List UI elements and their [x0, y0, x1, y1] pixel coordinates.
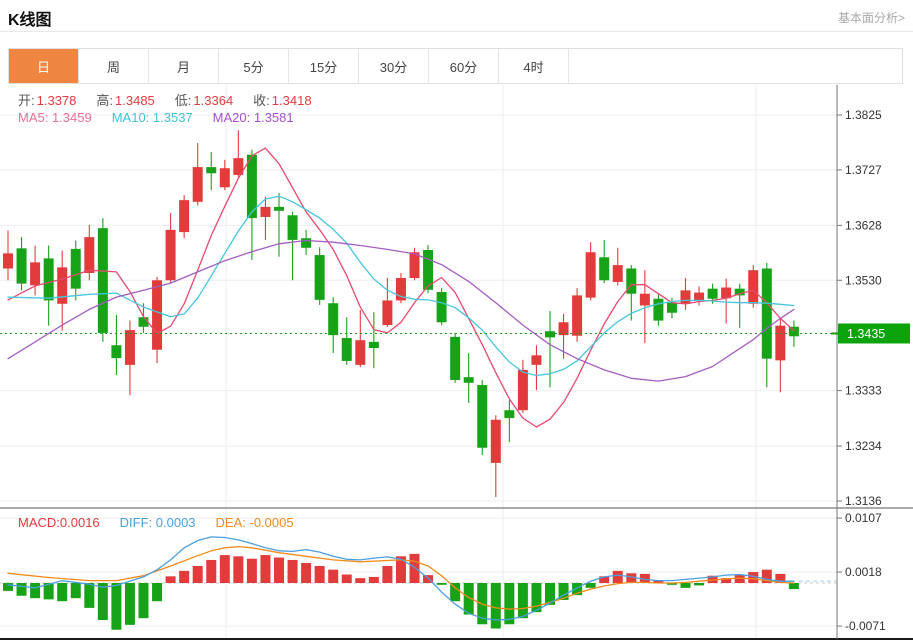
- tab-日[interactable]: 日: [9, 49, 79, 83]
- tab-周[interactable]: 周: [79, 49, 149, 83]
- diff-line: [7, 536, 795, 621]
- ma-legend: MA5: 1.3459 MA10: 1.3537 MA20: 1.3581: [18, 110, 314, 125]
- frame: [0, 85, 913, 640]
- axis-label: 1.3530: [845, 273, 882, 287]
- ma5-line: [7, 147, 795, 428]
- ma-legend-item: MA5: 1.3459: [18, 110, 92, 125]
- macd-histogram: [3, 553, 799, 630]
- macd-legend: MACD:0.0016 DIFF: 0.0003 DEA: -0.0005: [18, 515, 314, 530]
- dea-line: [7, 545, 795, 610]
- ohlc-item: 低: 1.3364: [174, 93, 234, 108]
- tab-30分[interactable]: 30分: [359, 49, 429, 83]
- ma-legend-item: MA20: 1.3581: [212, 110, 294, 125]
- axis-label: 1.3727: [845, 163, 882, 177]
- tab-月[interactable]: 月: [149, 49, 219, 83]
- axis-label: -0.0071: [845, 619, 886, 633]
- tab-4时[interactable]: 4时: [499, 49, 569, 83]
- ohlc-item: 高: 1.3485: [96, 93, 155, 108]
- current-price-badge: 1.3435: [831, 323, 910, 344]
- tab-60分[interactable]: 60分: [429, 49, 499, 83]
- fundamental-analysis-link[interactable]: 基本面分析>: [837, 11, 905, 25]
- axis-label: 1.3234: [845, 439, 882, 453]
- ma10-line: [7, 195, 795, 377]
- axis-label: 1.3825: [845, 108, 882, 122]
- ma-legend-item: MA10: 1.3537: [111, 110, 193, 125]
- interval-tabs: 日周月 5分 15分 30分 60分 4时: [8, 48, 903, 84]
- ohlc-item: 收: 1.3418: [253, 93, 312, 108]
- macd-legend-item: DIFF: 0.0003: [119, 515, 196, 530]
- macd-legend-item: MACD:0.0016: [18, 515, 100, 530]
- axis-label: 1.3628: [845, 218, 882, 232]
- axis-label: 1.3136: [845, 494, 882, 508]
- tab-5分[interactable]: 5分: [219, 49, 289, 83]
- ohlc-legend: 开: 1.3378 高: 1.3485 低: 1.3364 收: 1.3418: [18, 90, 332, 109]
- candles: [3, 130, 799, 498]
- tab-15分[interactable]: 15分: [289, 49, 359, 83]
- axis-labels: 1.3825 1.3727 1.3628 1.3530 1.3333 1.3234 1.31…: [837, 108, 886, 633]
- page-title: K线图: [8, 12, 52, 29]
- ohlc-item: 开: 1.3378: [18, 93, 77, 108]
- divider: [0, 31, 913, 32]
- axis-label: 0.0107: [845, 511, 882, 525]
- ma20-line: [7, 239, 795, 382]
- macd-legend-item: DEA: -0.0005: [215, 515, 294, 530]
- current-price-label: 1.3435: [847, 327, 885, 341]
- axis-label: 1.3333: [845, 384, 882, 398]
- axis-label: 0.0018: [845, 565, 882, 579]
